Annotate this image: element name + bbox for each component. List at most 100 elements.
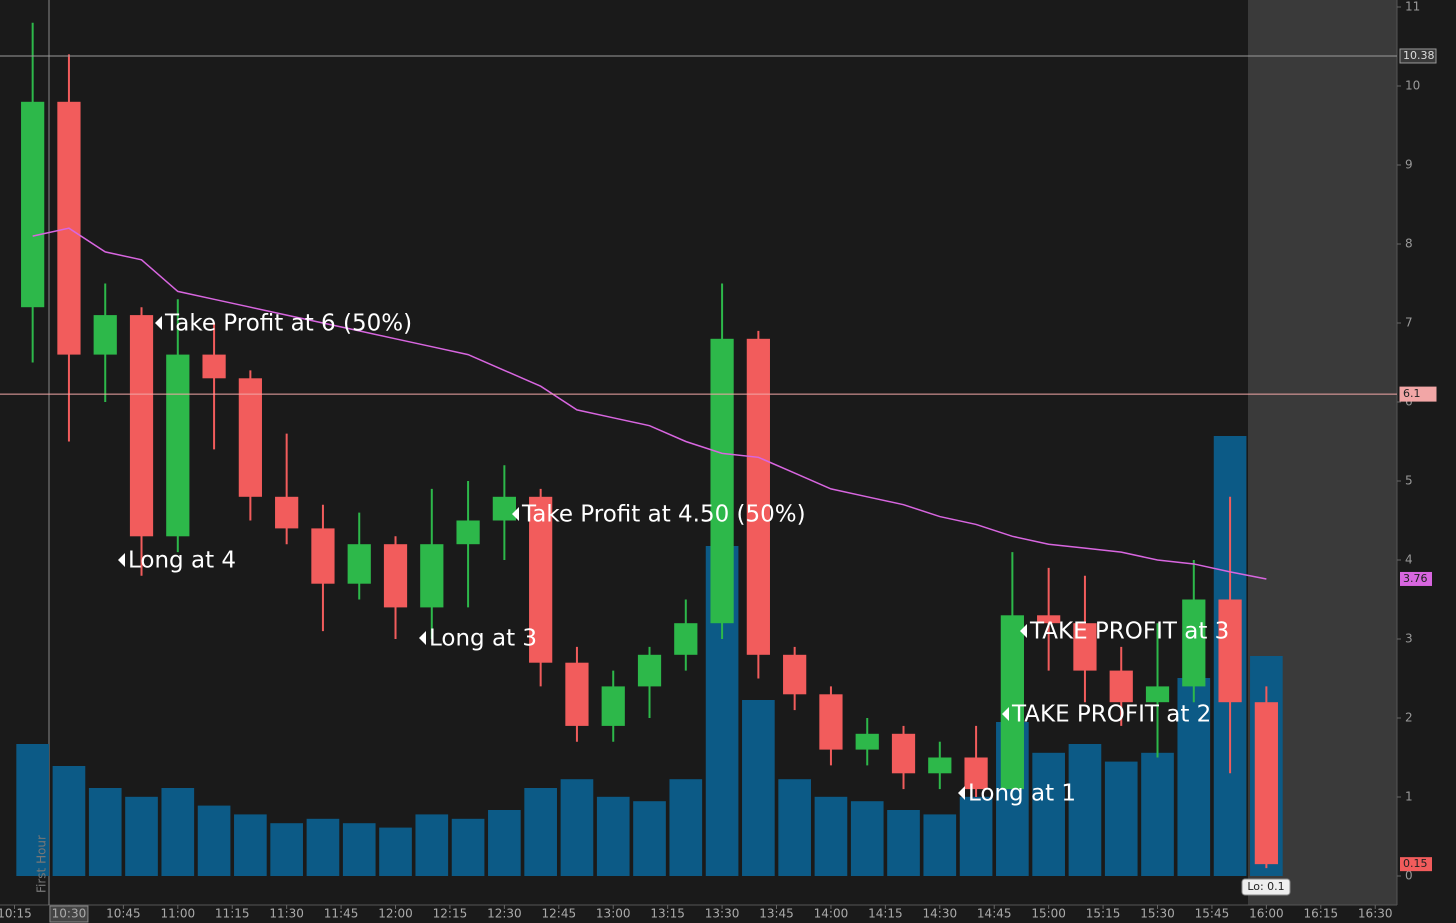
x-tick-label: 10:45 [106,907,141,921]
annotation-arrow [155,316,162,330]
candle-body [492,496,516,521]
volume-bar [959,796,993,876]
level-tag-label: 6.1 [1403,387,1421,400]
candle-body [1037,615,1061,624]
candle-body [710,338,734,624]
annotation: Long at 3 [429,626,537,652]
volume-bar [306,818,340,876]
annotation: TAKE PROFIT at 3 [1029,619,1229,645]
candle-body [783,654,807,695]
volume-bar [234,814,267,876]
x-tick-label: 13:45 [759,907,794,921]
x-tick-label: 12:15 [433,907,468,921]
volume-bar [451,818,485,876]
volume-bar [161,788,195,876]
session-label: First Hour [35,835,49,893]
candle-body [601,686,625,726]
volume-bar [1141,752,1174,876]
vwap-tag-label: 3.76 [1403,572,1428,585]
x-tick-label: 14:00 [814,907,849,921]
x-tick-label: 11:45 [324,907,359,921]
annotation-arrow [118,553,125,567]
volume-bar [669,779,703,876]
candle-body [383,544,408,608]
level-tag-label: 10.38 [1403,49,1435,62]
y-tick-label: 3 [1405,632,1413,646]
low-tag [1241,878,1291,896]
volume-bar [814,796,848,876]
close-tag [1400,857,1432,872]
candle-body [1254,702,1278,865]
x-tick-label: 15:15 [1086,907,1121,921]
annotation: Long at 1 [968,781,1076,807]
x-tick-label: 11:30 [269,907,304,921]
volume-bar [1068,744,1102,876]
x-tick-label: 12:00 [378,907,413,921]
candle-body [166,354,190,537]
volume-bar [742,700,775,876]
candle-body [311,528,335,584]
candle-body [891,733,916,774]
volume-bar [88,788,122,876]
y-tick-label: 10 [1405,79,1420,93]
candle-body [275,496,299,529]
annotation-arrow [1020,624,1027,638]
volume-bar [52,766,86,876]
y-tick-label: 1 [1405,790,1413,804]
x-tick-label: 11:15 [215,907,250,921]
y-tick-label: 11 [1405,0,1420,14]
x-tick-label: 16:15 [1304,907,1339,921]
volume-bar [342,823,376,876]
volume-bar [415,814,449,876]
candle-body [420,544,444,608]
candle-body [855,733,879,750]
candle-body [21,101,45,308]
volume-bar [887,810,920,876]
volume-bar [488,810,521,876]
volume-bar [1104,761,1138,876]
vwap-line [32,227,1267,580]
candle-layer [21,22,1278,869]
candle-body [529,496,553,663]
volume-bar [16,744,49,876]
x-tick-label: 12:30 [487,907,522,921]
volume-bar [596,796,630,876]
candle-body [1109,670,1133,703]
x-tick-label: 16:30 [1358,907,1393,921]
candle-body [964,757,988,790]
low-tag-label: Lo: 0.1 [1247,880,1284,893]
candle-body [565,662,589,726]
y-tick-label: 8 [1405,237,1413,251]
volume-bar [633,801,666,876]
candle-body [347,544,371,584]
level-tag [1399,386,1437,402]
x-tick-label: 10:15 [0,907,32,921]
candle-body [93,315,117,355]
x-tick-label: 12:45 [542,907,577,921]
level-tag [1399,48,1437,64]
x-tick-label: 13:15 [650,907,685,921]
y-tick-label: 2 [1405,711,1413,725]
annotation: Long at 4 [128,548,236,574]
x-tick-label: 13:30 [705,907,740,921]
volume-bar [197,805,231,876]
candle-body [202,354,226,379]
x-tick-label: 13:00 [596,907,631,921]
annotation-arrow [958,786,965,800]
x-tick-label: 14:15 [868,907,903,921]
overlay-layer: Take Profit at 6 (50%) Long at 4 Take Prof… [32,227,1267,807]
annotation: Take Profit at 4.50 (50%) [521,502,806,528]
annotation: Take Profit at 6 (50%) [164,311,412,337]
close-tag-label: 0.15 [1403,857,1428,870]
volume-bar [379,827,412,876]
candle-body [1073,623,1097,671]
volume-bar [524,788,557,876]
candle-body [129,315,154,537]
candle-body [1000,615,1024,790]
candle-body [746,338,770,655]
annotation-arrow [419,631,426,645]
volume-bar [560,779,594,876]
y-tick-label: 7 [1405,316,1413,330]
candle-body [928,757,952,774]
